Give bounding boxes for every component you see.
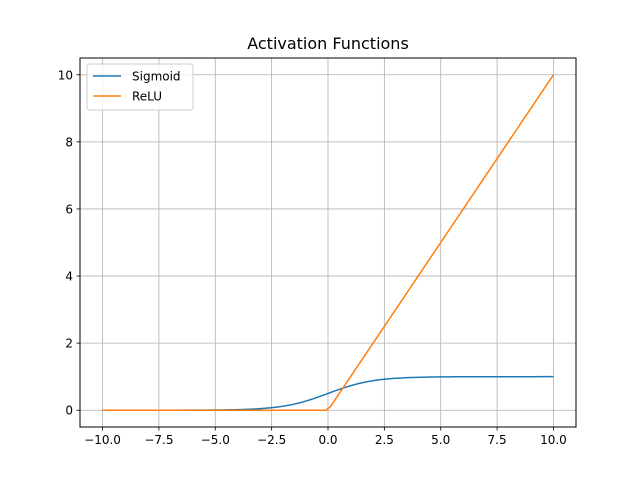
x-tick-label: 0.0 [318, 433, 337, 447]
y-tick-label: 2 [65, 337, 73, 351]
grid [80, 58, 576, 427]
y-axis: 0 2 4 6 8 10 [58, 68, 80, 418]
x-tick-label: 10.0 [540, 433, 567, 447]
plot-lines [102, 74, 555, 411]
y-tick-label: 0 [65, 404, 73, 418]
legend: Sigmoid ReLU [86, 63, 194, 111]
x-tick-label: −5.0 [201, 433, 230, 447]
y-tick-label: 4 [65, 270, 73, 284]
x-axis: −10.0 −7.5 −5.0 −2.5 0.0 2.5 5.0 7.5 10.0 [84, 427, 567, 447]
x-tick-label: 5.0 [431, 433, 450, 447]
x-tick-label: −10.0 [84, 433, 121, 447]
legend-label: ReLU [132, 90, 162, 104]
x-tick-label: −7.5 [144, 433, 173, 447]
x-tick-label: 2.5 [375, 433, 394, 447]
y-tick-label: 8 [65, 135, 73, 149]
y-tick-label: 10 [58, 68, 73, 82]
chart-title: Activation Functions [247, 34, 409, 53]
x-tick-label: 7.5 [488, 433, 507, 447]
line-relu [102, 74, 555, 411]
y-tick-label: 6 [65, 202, 73, 216]
legend-label: Sigmoid [132, 70, 181, 84]
x-tick-label: −2.5 [257, 433, 286, 447]
